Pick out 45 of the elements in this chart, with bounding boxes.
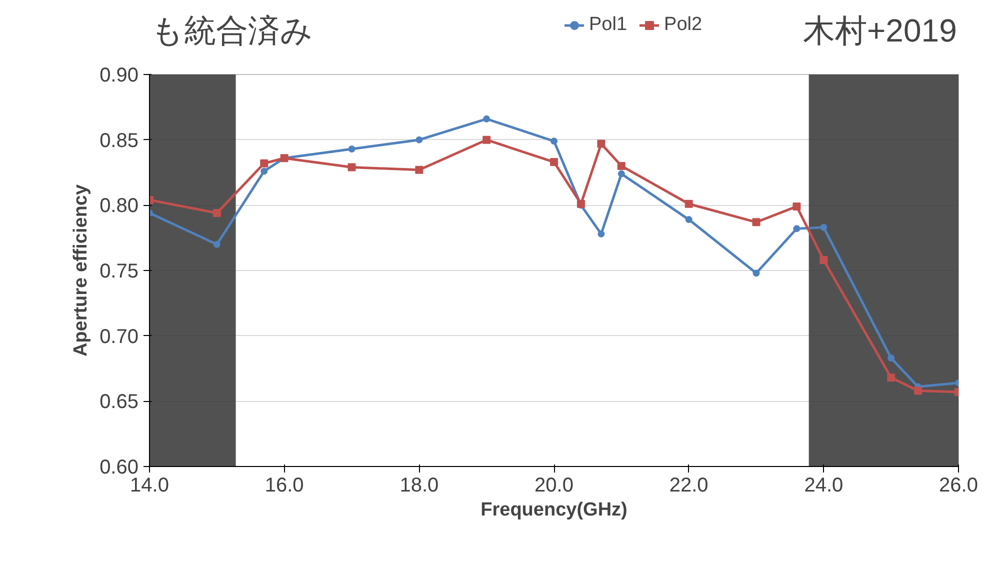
point: [598, 230, 605, 238]
point: [793, 225, 800, 232]
y-tick-label: 0.80: [100, 195, 139, 218]
point: [212, 209, 221, 218]
y-tick-label: 0.75: [100, 260, 139, 282]
y-tick-label: 0.90: [100, 64, 139, 86]
point: [415, 166, 424, 174]
point: [348, 163, 356, 172]
point: [685, 216, 692, 224]
y-tick-label: 0.70: [100, 326, 139, 348]
text: も統合済み: [151, 12, 314, 48]
point: [597, 140, 606, 148]
point: [820, 256, 828, 264]
text: 木村+2019: [802, 12, 957, 48]
x-tick-label: 22.0: [669, 474, 708, 496]
y-tick-label: 0.65: [100, 391, 139, 414]
x-tick-label: 24.0: [804, 474, 844, 496]
point: [482, 136, 491, 144]
legend-label: Pol1: [589, 14, 628, 36]
x-axis-title: Frequency(GHz): [480, 500, 628, 520]
point: [550, 158, 558, 166]
point: [792, 202, 801, 210]
x-tick-label: 16.0: [264, 474, 304, 496]
point: [888, 354, 895, 362]
point: [483, 115, 490, 122]
point: [752, 270, 760, 277]
point: [914, 386, 922, 395]
y-tick-label: 0.85: [100, 130, 139, 152]
point: [260, 168, 268, 175]
point: [550, 138, 558, 145]
y-axis-title: Aperture efficiency: [70, 184, 92, 357]
point: [887, 374, 896, 382]
point: [416, 136, 423, 144]
point: [617, 162, 626, 170]
point: [213, 240, 220, 248]
point: [260, 159, 268, 168]
point: [348, 145, 356, 152]
point: [684, 200, 693, 208]
x-tick-label: 20.0: [534, 474, 574, 496]
point: [820, 224, 828, 231]
legend-label: Pol2: [664, 14, 702, 36]
point: [618, 170, 625, 178]
x-tick-label: 26.0: [939, 474, 978, 496]
point: [752, 218, 760, 226]
x-tick-label: 18.0: [400, 474, 439, 496]
